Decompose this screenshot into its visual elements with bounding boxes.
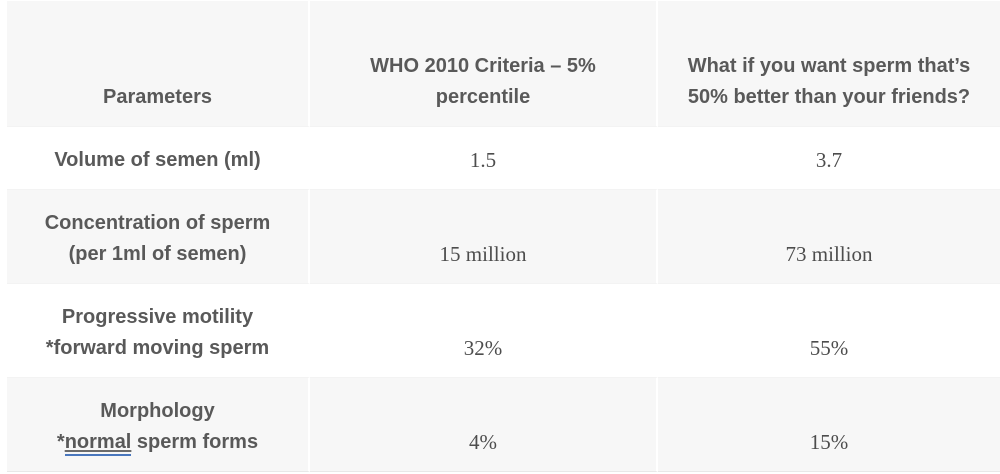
better-value-morphology: 15% [658, 377, 1000, 472]
better-value-motility: 55% [658, 283, 1000, 377]
who-value-volume: 1.5 [310, 126, 658, 189]
header-who-criteria: WHO 2010 Criteria – 5% percentile [310, 1, 658, 126]
header-better-than-friends: What if you want sperm that’s 50% better… [658, 1, 1000, 126]
who-value-morphology: 4% [310, 377, 658, 472]
header-row: Parameters WHO 2010 Criteria – 5% percen… [7, 1, 1000, 126]
better-value-volume: 3.7 [658, 126, 1000, 189]
better-value-concentration: 73 million [658, 189, 1000, 283]
header-parameters: Parameters [7, 1, 310, 126]
morphology-title: Morphology [100, 400, 215, 422]
normal-link[interactable]: normal [64, 431, 132, 456]
table-row-volume: Volume of semen (ml) 1.5 3.7 [7, 126, 1000, 189]
table-row-concentration: Concentration of sperm (per 1ml of semen… [7, 189, 1000, 283]
param-motility: Progressive motility *forward moving spe… [7, 283, 310, 377]
param-volume: Volume of semen (ml) [7, 126, 310, 189]
param-concentration: Concentration of sperm (per 1ml of semen… [7, 189, 310, 283]
table-row-motility: Progressive motility *forward moving spe… [7, 283, 1000, 377]
morphology-suffix: sperm forms [131, 431, 259, 453]
morphology-asterisk: * [56, 431, 65, 453]
param-morphology: Morphology *normal sperm forms [7, 377, 310, 472]
sperm-parameters-table: Parameters WHO 2010 Criteria – 5% percen… [7, 1, 1000, 472]
who-value-concentration: 15 million [310, 189, 658, 283]
who-value-motility: 32% [310, 283, 658, 377]
table-row-morphology: Morphology *normal sperm forms 4% 15% [7, 377, 1000, 472]
